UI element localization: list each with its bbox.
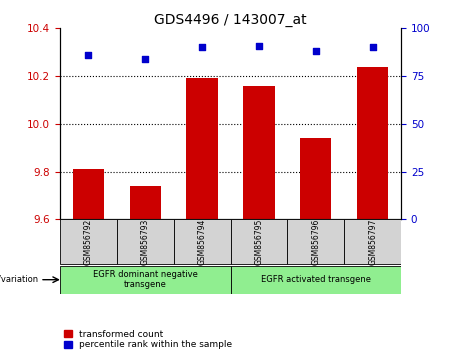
Bar (174, 219, 230, 264)
Bar (186, 79, 218, 219)
Text: GSM856796: GSM856796 (311, 218, 320, 265)
Bar (230, 266, 401, 294)
Bar (117, 219, 174, 264)
Point (198, 45, 206, 50)
Point (312, 48, 319, 54)
Text: GSM856797: GSM856797 (368, 218, 377, 265)
Text: EGFR activated transgene: EGFR activated transgene (261, 275, 371, 284)
Point (142, 56, 149, 62)
Bar (230, 219, 287, 264)
Text: GSM856795: GSM856795 (254, 218, 263, 265)
Point (255, 43, 263, 48)
Text: genotype/variation: genotype/variation (0, 275, 38, 284)
Bar (60, 219, 117, 264)
Text: GSM856793: GSM856793 (141, 218, 150, 265)
Bar (287, 219, 344, 264)
Text: EGFR dominant negative
transgene: EGFR dominant negative transgene (93, 270, 198, 290)
Bar (344, 219, 401, 264)
Bar (130, 186, 161, 219)
Text: GSM856792: GSM856792 (84, 219, 93, 265)
Text: GSM856794: GSM856794 (198, 218, 207, 265)
Bar (300, 138, 331, 219)
Title: GDS4496 / 143007_at: GDS4496 / 143007_at (154, 13, 307, 27)
Legend: transformed count, percentile rank within the sample: transformed count, percentile rank withi… (65, 330, 232, 349)
Bar (357, 67, 388, 219)
Point (85, 52, 92, 58)
Bar (60, 266, 230, 294)
Bar (243, 86, 275, 219)
Point (369, 45, 376, 50)
Bar (73, 169, 104, 219)
